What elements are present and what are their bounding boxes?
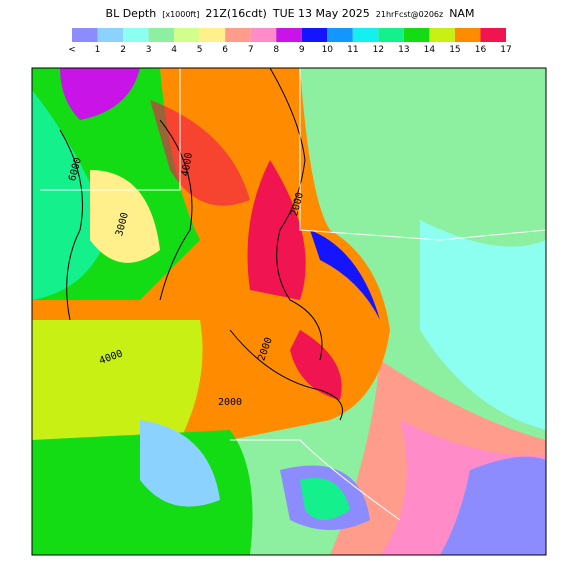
colorbar-swatch — [199, 28, 226, 42]
colorbar-label: 14 — [424, 45, 436, 55]
colorbar-label: 8 — [273, 45, 279, 55]
colorbar-label: < — [68, 45, 76, 55]
colorbar-label: 15 — [449, 45, 460, 55]
title-part: TUE 13 May 2025 — [272, 7, 370, 20]
title-part: [x1000ft] — [162, 10, 199, 19]
colorbar-label: 10 — [322, 45, 334, 55]
colorbar-swatch — [225, 28, 251, 42]
boundaries — [40, 68, 547, 521]
contour-label: 2000 — [218, 397, 242, 408]
title-part: 21Z(16cdt) — [205, 7, 266, 20]
colorbar-swatch — [301, 28, 328, 42]
colorbar-swatch — [72, 28, 98, 42]
colorbar-label: 3 — [146, 45, 152, 55]
map-frame — [31, 67, 547, 556]
map-field — [32, 68, 546, 555]
contour-label: 4000 — [180, 152, 195, 178]
colorbar-label: 13 — [398, 45, 409, 55]
colorbar-swatch — [97, 28, 124, 42]
colorbar-label: 4 — [171, 45, 177, 55]
contours — [59, 67, 343, 421]
colorbar-label: 11 — [347, 45, 358, 55]
colorbar-swatch — [403, 28, 430, 42]
colorbar-swatch — [327, 28, 353, 42]
title: BL Depth [x1000ft] 21Z(16cdt) TUE 13 May 20… — [106, 7, 475, 20]
title-part: NAM — [449, 7, 474, 20]
colorbar-label: 7 — [248, 45, 254, 55]
colorbar-swatch — [174, 28, 200, 42]
colorbar-swatch — [123, 28, 149, 42]
colorbar-swatch — [378, 28, 404, 42]
title-part: 21hrFcst@0206z — [376, 10, 443, 19]
colorbar-label: 16 — [475, 45, 487, 55]
colorbar-swatch — [480, 28, 506, 42]
title-text: BL Depth [x1000ft] 21Z(16cdt) TUE 13 May 20… — [106, 7, 475, 20]
colorbar-swatch — [276, 28, 302, 42]
colorbar-label: 12 — [373, 45, 384, 55]
colorbar-swatch — [352, 28, 379, 42]
colorbar-swatch — [454, 28, 481, 42]
colorbar-label: 9 — [299, 45, 305, 55]
title-part: BL Depth — [106, 7, 157, 20]
colorbar-label: 17 — [500, 45, 511, 55]
colorbar-swatch — [148, 28, 175, 42]
colorbar-label: 2 — [120, 45, 126, 55]
colorbar-swatch — [429, 28, 455, 42]
colorbar-label: 1 — [95, 45, 101, 55]
colorbar-label: 5 — [197, 45, 203, 55]
colorbar: <1 2 3 4 5 6 7 8 9 10 11 12 13 14 15 16 17 — [68, 28, 512, 55]
colorbar-swatch — [250, 28, 277, 42]
colorbar-label: 6 — [222, 45, 228, 55]
